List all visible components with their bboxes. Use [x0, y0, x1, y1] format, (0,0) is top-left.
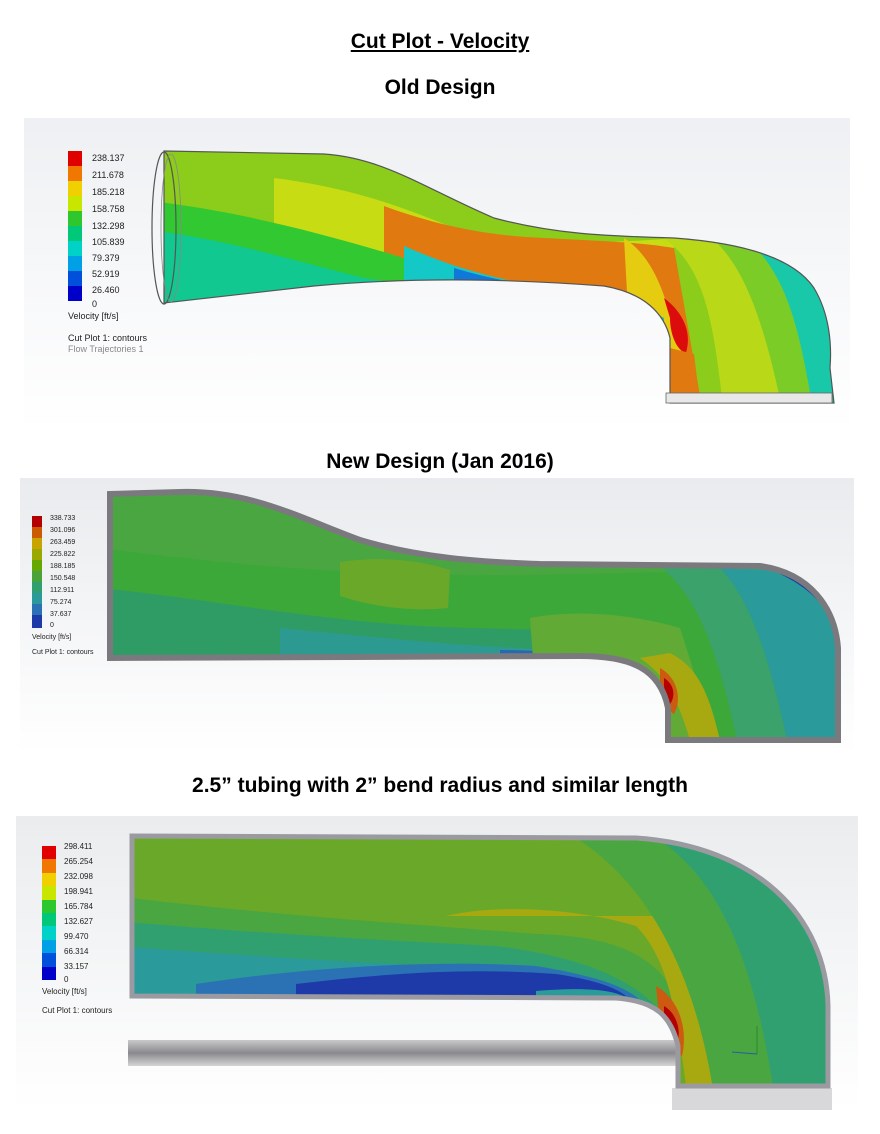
legend-tick: 132.627: [64, 917, 93, 926]
scale-swatch-10: [32, 615, 42, 628]
section-heading-old-design: Old Design: [384, 76, 496, 99]
legend-tick: 75.274: [50, 599, 72, 606]
scale-swatch-2: [68, 166, 82, 181]
legend-unit-label: Velocity [ft/s]: [32, 634, 72, 641]
legend-tick: 301.096: [50, 527, 76, 534]
scale-swatch-7: [68, 241, 82, 256]
cut-plot-caption: Cut Plot 1: contours: [68, 333, 148, 343]
scale-swatch-3: [68, 181, 82, 196]
legend-tick: 225.822: [50, 551, 76, 558]
legend-tick: 263.459: [50, 539, 76, 546]
legend-tick: 158.758: [92, 204, 125, 214]
legend-tick: 211.678: [92, 170, 124, 180]
section-heading-tubing: 2.5” tubing with 2” bend radius and simi…: [192, 774, 688, 797]
legend-tick: 0: [92, 299, 98, 309]
scale-swatch-6: [42, 913, 56, 927]
legend-tick: 112.911: [50, 587, 75, 594]
scale-swatch-6: [32, 571, 42, 582]
color-scale-bar: [32, 516, 42, 628]
legend-tick: 150.548: [50, 575, 76, 582]
flow-trajectories-caption: Flow Trajectories 1: [68, 344, 144, 354]
scale-swatch-10: [42, 966, 56, 980]
legend-tick: 165.784: [64, 902, 93, 911]
scale-swatch-6: [68, 226, 82, 241]
cut-plot-new-design: 338.733 301.096 263.459 225.822 188.185 …: [20, 478, 854, 754]
scale-swatch-5: [42, 899, 56, 913]
legend-tick: 105.839: [92, 237, 125, 247]
scale-swatch-7: [42, 926, 56, 940]
scale-swatch-9: [32, 604, 42, 615]
legend-tick: 298.411: [64, 842, 93, 851]
legend-unit-label: Velocity [ft/s]: [68, 311, 119, 321]
scale-swatch-1: [42, 846, 56, 860]
legend-tick: 338.733: [50, 515, 76, 522]
scale-swatch-3: [42, 872, 56, 887]
legend-tick: 0: [64, 975, 69, 984]
legend-tick: 0: [50, 622, 54, 629]
legend-tick: 37.637: [50, 611, 72, 618]
color-scale-bar: [42, 846, 56, 980]
legend-unit-label: Velocity [ft/s]: [42, 987, 87, 996]
scale-swatch-1: [68, 151, 82, 166]
legend-tick: 79.379: [92, 253, 120, 263]
scale-swatch-2: [32, 527, 42, 538]
cut-plot-tubing: 298.411 265.254 232.098 198.941 165.784 …: [16, 816, 858, 1110]
scale-swatch-7: [32, 582, 42, 593]
cut-plot-caption: Cut Plot 1: contours: [42, 1006, 113, 1015]
legend-tick: 265.254: [64, 857, 93, 866]
cut-plot-old-design: 238.137 211.678 185.218 158.758 132.298 …: [24, 118, 850, 430]
legend-tick: 188.185: [50, 563, 76, 570]
scale-swatch-8: [68, 256, 82, 271]
color-scale-bar: [68, 151, 82, 301]
scale-swatch-8: [42, 939, 56, 954]
cut-plot-caption: Cut Plot 1: contours: [32, 649, 94, 656]
scale-swatch-4: [32, 549, 42, 560]
legend-tick: 198.941: [64, 887, 93, 896]
scale-swatch-5: [68, 211, 82, 226]
scale-swatch-5: [32, 560, 42, 571]
page-title: Cut Plot - Velocity: [350, 30, 530, 53]
scale-swatch-4: [68, 196, 82, 211]
legend-tick: 26.460: [92, 285, 120, 295]
legend-tick: 99.470: [64, 932, 89, 941]
legend-tick: 66.314: [64, 947, 89, 956]
legend-tick: 132.298: [92, 221, 125, 231]
scale-swatch-3: [32, 538, 42, 549]
legend-tick: 232.098: [64, 872, 93, 881]
scale-swatch-8: [32, 593, 42, 604]
section-heading-new-design: New Design (Jan 2016): [326, 450, 554, 473]
scale-swatch-9: [68, 271, 82, 286]
legend-tick: 185.218: [92, 187, 125, 197]
scale-swatch-10: [68, 286, 82, 301]
scale-swatch-4: [42, 886, 56, 900]
scale-swatch-9: [42, 953, 56, 967]
legend-tick: 33.157: [64, 962, 89, 971]
legend-tick: 52.919: [92, 269, 120, 279]
scale-swatch-1: [32, 516, 42, 527]
legend-tick: 238.137: [92, 153, 125, 163]
scale-swatch-2: [42, 859, 56, 873]
